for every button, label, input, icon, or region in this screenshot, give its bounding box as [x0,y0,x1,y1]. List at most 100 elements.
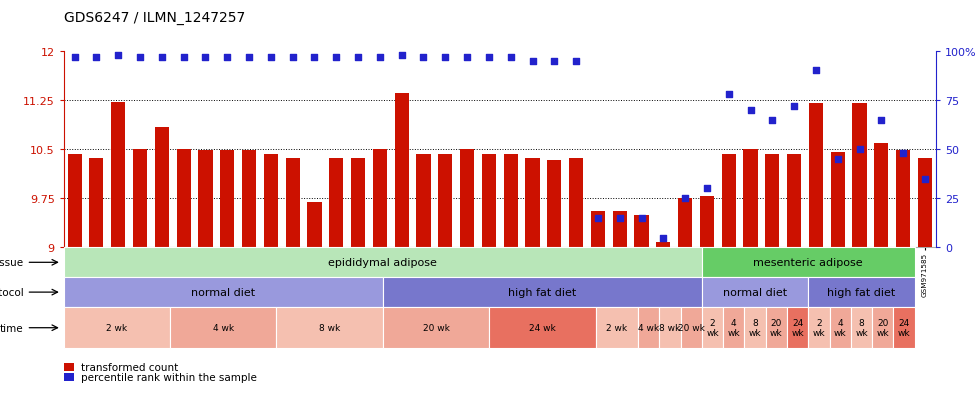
Point [656,235,671,241]
Text: 4 wk: 4 wk [213,323,234,332]
Bar [918,158,932,248]
Point [634,215,650,222]
Text: 2
wk: 2 wk [812,318,825,337]
Bar [569,158,583,248]
Point [896,150,911,157]
Text: epididymal adipose: epididymal adipose [328,258,437,268]
Text: high fat diet: high fat diet [827,287,896,297]
Bar [155,128,169,248]
Bar [678,199,692,248]
Bar [808,278,914,307]
Bar [591,212,605,248]
Text: protocol: protocol [0,287,24,297]
Bar [438,155,453,248]
Text: GDS6247 / ILMN_1247257: GDS6247 / ILMN_1247257 [64,11,245,25]
Bar [745,307,765,349]
Bar [64,307,171,349]
Bar [660,307,681,349]
Bar [64,373,74,381]
Point [590,215,606,222]
Text: normal diet: normal diet [191,287,256,297]
Point [873,117,889,123]
Bar [872,307,894,349]
Point [764,117,780,123]
Bar [634,215,649,248]
Text: 2 wk: 2 wk [607,323,627,332]
Text: 2
wk: 2 wk [707,318,719,337]
Point [328,54,344,61]
Point [808,68,824,75]
Point [394,52,410,59]
Bar [64,248,702,278]
Text: 2 wk: 2 wk [106,323,127,332]
Point [175,54,191,61]
Point [699,186,714,192]
Bar [242,151,256,248]
Point [721,91,737,98]
Bar [133,150,147,248]
Bar [198,151,213,248]
Point [547,58,563,65]
Bar [657,242,670,248]
Bar [596,307,638,349]
Point [154,54,170,61]
Bar [383,307,489,349]
Bar [176,150,191,248]
Point [460,54,475,61]
Text: 8 wk: 8 wk [660,323,681,332]
Bar [329,158,343,248]
Bar [851,307,872,349]
Bar [547,161,562,248]
Bar [721,155,736,248]
Point [241,54,257,61]
Point [350,54,366,61]
Bar [89,159,104,248]
Point [307,54,322,61]
Point [612,215,627,222]
Bar [874,143,889,248]
Bar [702,248,914,278]
Bar [787,307,808,349]
Point [568,58,584,65]
Bar [787,155,802,248]
Text: 4
wk: 4 wk [727,318,740,337]
Text: transformed count: transformed count [81,362,178,372]
Bar [308,202,321,248]
Bar [853,104,866,248]
Point [88,54,104,61]
Text: 24
wk: 24 wk [791,318,804,337]
Bar [482,155,496,248]
Bar [829,307,851,349]
Point [524,58,540,65]
Bar [64,363,74,371]
Text: normal diet: normal diet [723,287,787,297]
Point [437,54,453,61]
Bar [372,150,387,248]
Text: 4
wk: 4 wk [834,318,847,337]
Bar [765,307,787,349]
Bar [702,307,723,349]
Bar [416,155,430,248]
Bar [489,307,596,349]
Text: 8 wk: 8 wk [318,323,340,332]
Point [111,52,126,59]
Bar [744,150,758,248]
Point [285,54,301,61]
Point [786,103,802,110]
Bar [220,151,234,248]
Point [830,156,846,163]
Point [852,147,867,153]
Text: time: time [0,323,24,333]
Text: 24
wk: 24 wk [898,318,910,337]
Bar [383,278,702,307]
Bar [264,155,278,248]
Bar [638,307,660,349]
Text: percentile rank within the sample: percentile rank within the sample [81,372,257,382]
Bar [831,153,845,248]
Bar [702,278,808,307]
Text: 24 wk: 24 wk [529,323,556,332]
Bar [460,150,474,248]
Text: high fat diet: high fat diet [509,287,576,297]
Bar [68,155,81,248]
Text: 20 wk: 20 wk [422,323,450,332]
